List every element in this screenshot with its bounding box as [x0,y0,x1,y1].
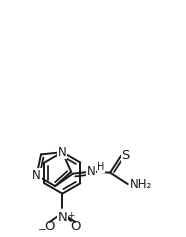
Text: N: N [87,165,96,178]
Text: H: H [97,162,105,172]
Text: N: N [57,211,67,224]
Text: S: S [121,149,130,161]
Text: O: O [44,220,55,233]
Text: −: − [38,225,46,235]
Text: N: N [32,169,41,182]
Text: NH₂: NH₂ [130,178,152,191]
Text: N: N [58,146,67,159]
Text: +: + [67,211,75,220]
Text: O: O [70,220,81,233]
